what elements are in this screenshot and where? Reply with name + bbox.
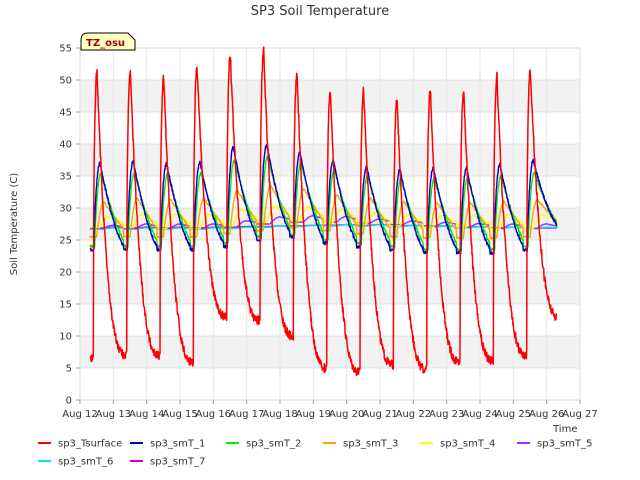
y-tick-label: 25 (59, 236, 72, 247)
legend-label: sp3_smT_2 (246, 439, 301, 450)
background-band (80, 272, 580, 304)
x-tick-label: Aug 13 (96, 409, 131, 420)
legend-item-sp3-smT-6: sp3_smT_6 (38, 457, 113, 468)
legend-label: sp3_Tsurface (58, 439, 122, 450)
x-tick-label: Aug 20 (329, 409, 364, 420)
x-tick-label: Aug 27 (562, 409, 597, 420)
y-tick-label: 20 (59, 268, 72, 279)
y-tick-label: 0 (66, 396, 72, 407)
x-tick-label: Aug 16 (196, 409, 231, 420)
y-tick-label: 35 (59, 172, 72, 183)
background-band (80, 336, 580, 368)
x-tick-label: Aug 12 (62, 409, 97, 420)
legend-label: sp3_smT_1 (150, 439, 205, 450)
chart-title: SP3 Soil Temperature (251, 4, 389, 19)
legend-label: sp3_smT_3 (343, 439, 398, 450)
x-tick-label: Aug 24 (462, 409, 497, 420)
legend-item-sp3-smT-2: sp3_smT_2 (226, 439, 301, 450)
legend-label: sp3_smT_7 (150, 457, 205, 468)
timezone-annotation-box (80, 32, 136, 51)
legend-item-sp3-smT-5: sp3_smT_5 (517, 439, 592, 450)
legend-item-sp3-smT-7: sp3_smT_7 (130, 457, 205, 468)
y-tick-label: 55 (59, 44, 72, 55)
x-tick-label: Aug 26 (529, 409, 564, 420)
legend-item-sp3-smT-4: sp3_smT_4 (420, 439, 495, 450)
legend: sp3_Tsurface sp3_smT_1 sp3_smT_2 sp3_smT_3 s… (38, 439, 592, 468)
y-tick-label: 5 (66, 364, 72, 375)
y-axis-label: Soil Temperature (C) (9, 173, 20, 276)
legend-label: sp3_smT_4 (440, 439, 495, 450)
plot-background-bands (80, 80, 580, 368)
x-axis-label: Time (552, 424, 577, 435)
legend-item-sp3-smT-1: sp3_smT_1 (130, 439, 205, 450)
series-line-sp3-Tsurface (89, 46, 558, 377)
legend-label: sp3_smT_5 (537, 439, 592, 450)
timezone-annotation-text: TZ_osu (86, 38, 125, 49)
legend-label: sp3_smT_6 (58, 457, 113, 468)
y-tick-label: 45 (59, 108, 72, 119)
y-tick-label: 50 (59, 76, 72, 87)
plot-frame (79, 47, 581, 401)
x-tick-label: Aug 14 (129, 409, 164, 420)
legend-item-sp3-Tsurface: sp3_Tsurface (38, 439, 122, 450)
y-tick-label: 40 (59, 140, 72, 151)
x-tick-label: Aug 21 (362, 409, 397, 420)
timezone-annotation: TZ_osu (80, 32, 136, 51)
y-tick-label: 15 (59, 300, 72, 311)
y-tick-label: 30 (59, 204, 72, 215)
x-tick-label: Aug 17 (229, 409, 264, 420)
x-tick-label: Aug 23 (429, 409, 464, 420)
legend-item-sp3-smT-3: sp3_smT_3 (323, 439, 398, 450)
background-band (80, 144, 580, 176)
x-tick-label: Aug 15 (162, 409, 197, 420)
y-tick-label: 10 (59, 332, 72, 343)
y-axis-ticks: 0 5 10 15 20 25 30 35 40 45 50 55 (59, 44, 80, 407)
x-tick-label: Aug 19 (296, 409, 331, 420)
series-lines (89, 46, 558, 377)
x-tick-label: Aug 25 (496, 409, 531, 420)
x-tick-label: Aug 18 (262, 409, 297, 420)
x-tick-label: Aug 22 (396, 409, 431, 420)
